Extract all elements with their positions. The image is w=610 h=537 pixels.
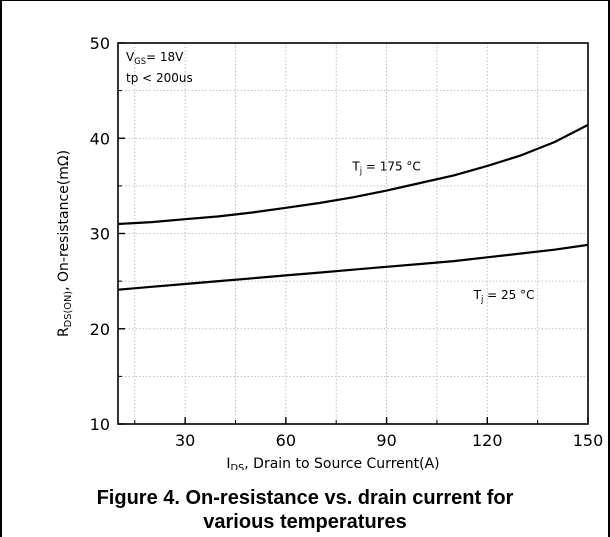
figure-caption-line-2: various temperatures: [203, 511, 407, 533]
x-tick-label: 150: [573, 431, 604, 450]
x-tick-label: 60: [276, 431, 296, 450]
x-axis-title: IDS, Drain to Source Current(A): [226, 456, 439, 470]
y-tick-label: 20: [90, 320, 110, 339]
grid: [118, 43, 588, 424]
chart: 30 60 90 120 150 10 20 30 40 50 Tj = 175 °C Tj = 2…: [56, 34, 604, 470]
series-label: Tj = 25 °C: [473, 288, 535, 304]
y-axis-title: RDS(ON), On-resistance(mΩ): [56, 150, 74, 337]
x-tick-label: 30: [175, 431, 195, 450]
series-label: Tj = 175 °C: [351, 160, 420, 176]
y-tick-label: 30: [90, 225, 110, 244]
series-line-tj-175: [117, 123, 589, 226]
figure-caption-line-1: Figure 4. On-resistance vs. drain curren…: [96, 487, 514, 509]
condition-tp: tp < 200us: [126, 71, 193, 85]
y-tick-label: 50: [90, 34, 110, 53]
series-lines: [117, 123, 589, 291]
y-tick-label: 40: [90, 129, 110, 148]
y-tick-label: 10: [90, 415, 110, 434]
x-tick-label: 120: [472, 431, 503, 450]
x-tick-label: 90: [376, 431, 396, 450]
axes: 30 60 90 120 150 10 20 30 40 50: [90, 34, 604, 450]
condition-vgs: VGS= 18V: [126, 50, 184, 66]
series-line-tj-25: [117, 243, 589, 291]
chart-labels: Tj = 175 °C Tj = 25 °C VGS= 18V tp < 200us I…: [56, 50, 534, 470]
